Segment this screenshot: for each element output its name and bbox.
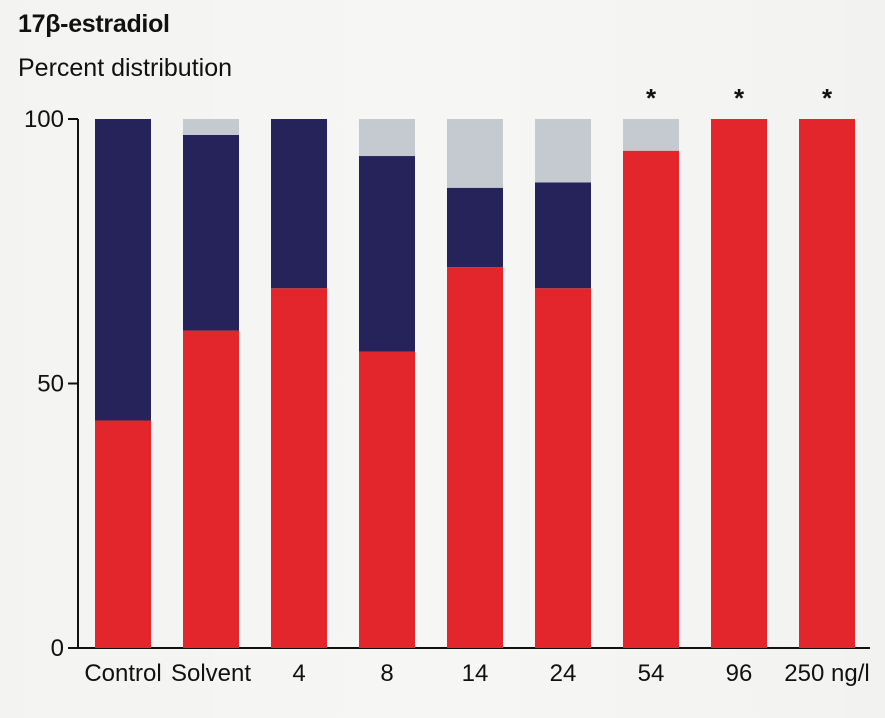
y-tick-label-0: 0 bbox=[51, 635, 64, 662]
bar-6-segment-2 bbox=[623, 119, 679, 151]
significance-asterisk-2: * bbox=[822, 83, 833, 113]
bar-3-segment-1 bbox=[359, 156, 415, 352]
bar-6-segment-0 bbox=[623, 150, 679, 649]
bar-4-segment-1 bbox=[447, 187, 503, 268]
bar-8-segment-0 bbox=[799, 119, 855, 648]
bar-4-segment-0 bbox=[447, 267, 503, 648]
x-tick-label-1: Solvent bbox=[171, 660, 251, 687]
bar-3-segment-0 bbox=[359, 351, 415, 648]
bar-2-segment-1 bbox=[271, 119, 327, 289]
x-tick-label-4: 14 bbox=[462, 660, 489, 687]
bar-5-segment-1 bbox=[535, 182, 591, 289]
bar-2-segment-0 bbox=[271, 288, 327, 648]
bar-1-segment-2 bbox=[183, 119, 239, 135]
bar-1-segment-0 bbox=[183, 330, 239, 648]
bars-layer bbox=[95, 119, 855, 649]
x-tick-label-2: 4 bbox=[292, 660, 305, 687]
labels-layer: Control Solvent 4 8 14 24 54 96 250 ng/l * * * bbox=[84, 83, 869, 687]
y-tick-label-2: 100 bbox=[24, 106, 64, 133]
chart-title: 17β-estradiol bbox=[18, 10, 170, 38]
bar-4-segment-2 bbox=[447, 119, 503, 188]
bar-7-segment-0 bbox=[711, 119, 767, 648]
x-tick-label-3: 8 bbox=[380, 660, 393, 687]
y-axis-label: Percent distribution bbox=[18, 54, 233, 82]
x-tick-label-0: Control bbox=[84, 660, 161, 687]
x-tick-label-6: 54 bbox=[638, 660, 665, 687]
x-tick-label-5: 24 bbox=[550, 660, 577, 687]
significance-asterisk-0: * bbox=[646, 83, 657, 113]
bar-5-segment-0 bbox=[535, 288, 591, 648]
significance-asterisk-1: * bbox=[734, 83, 745, 113]
bar-1-segment-1 bbox=[183, 134, 239, 331]
bar-0-segment-1 bbox=[95, 119, 151, 421]
bar-0-segment-0 bbox=[95, 420, 151, 648]
bar-5-segment-2 bbox=[535, 119, 591, 183]
x-tick-label-8: 250 ng/l bbox=[784, 660, 869, 687]
y-tick-label-1: 50 bbox=[37, 371, 64, 398]
bar-3-segment-2 bbox=[359, 119, 415, 157]
x-tick-label-7: 96 bbox=[726, 660, 753, 687]
